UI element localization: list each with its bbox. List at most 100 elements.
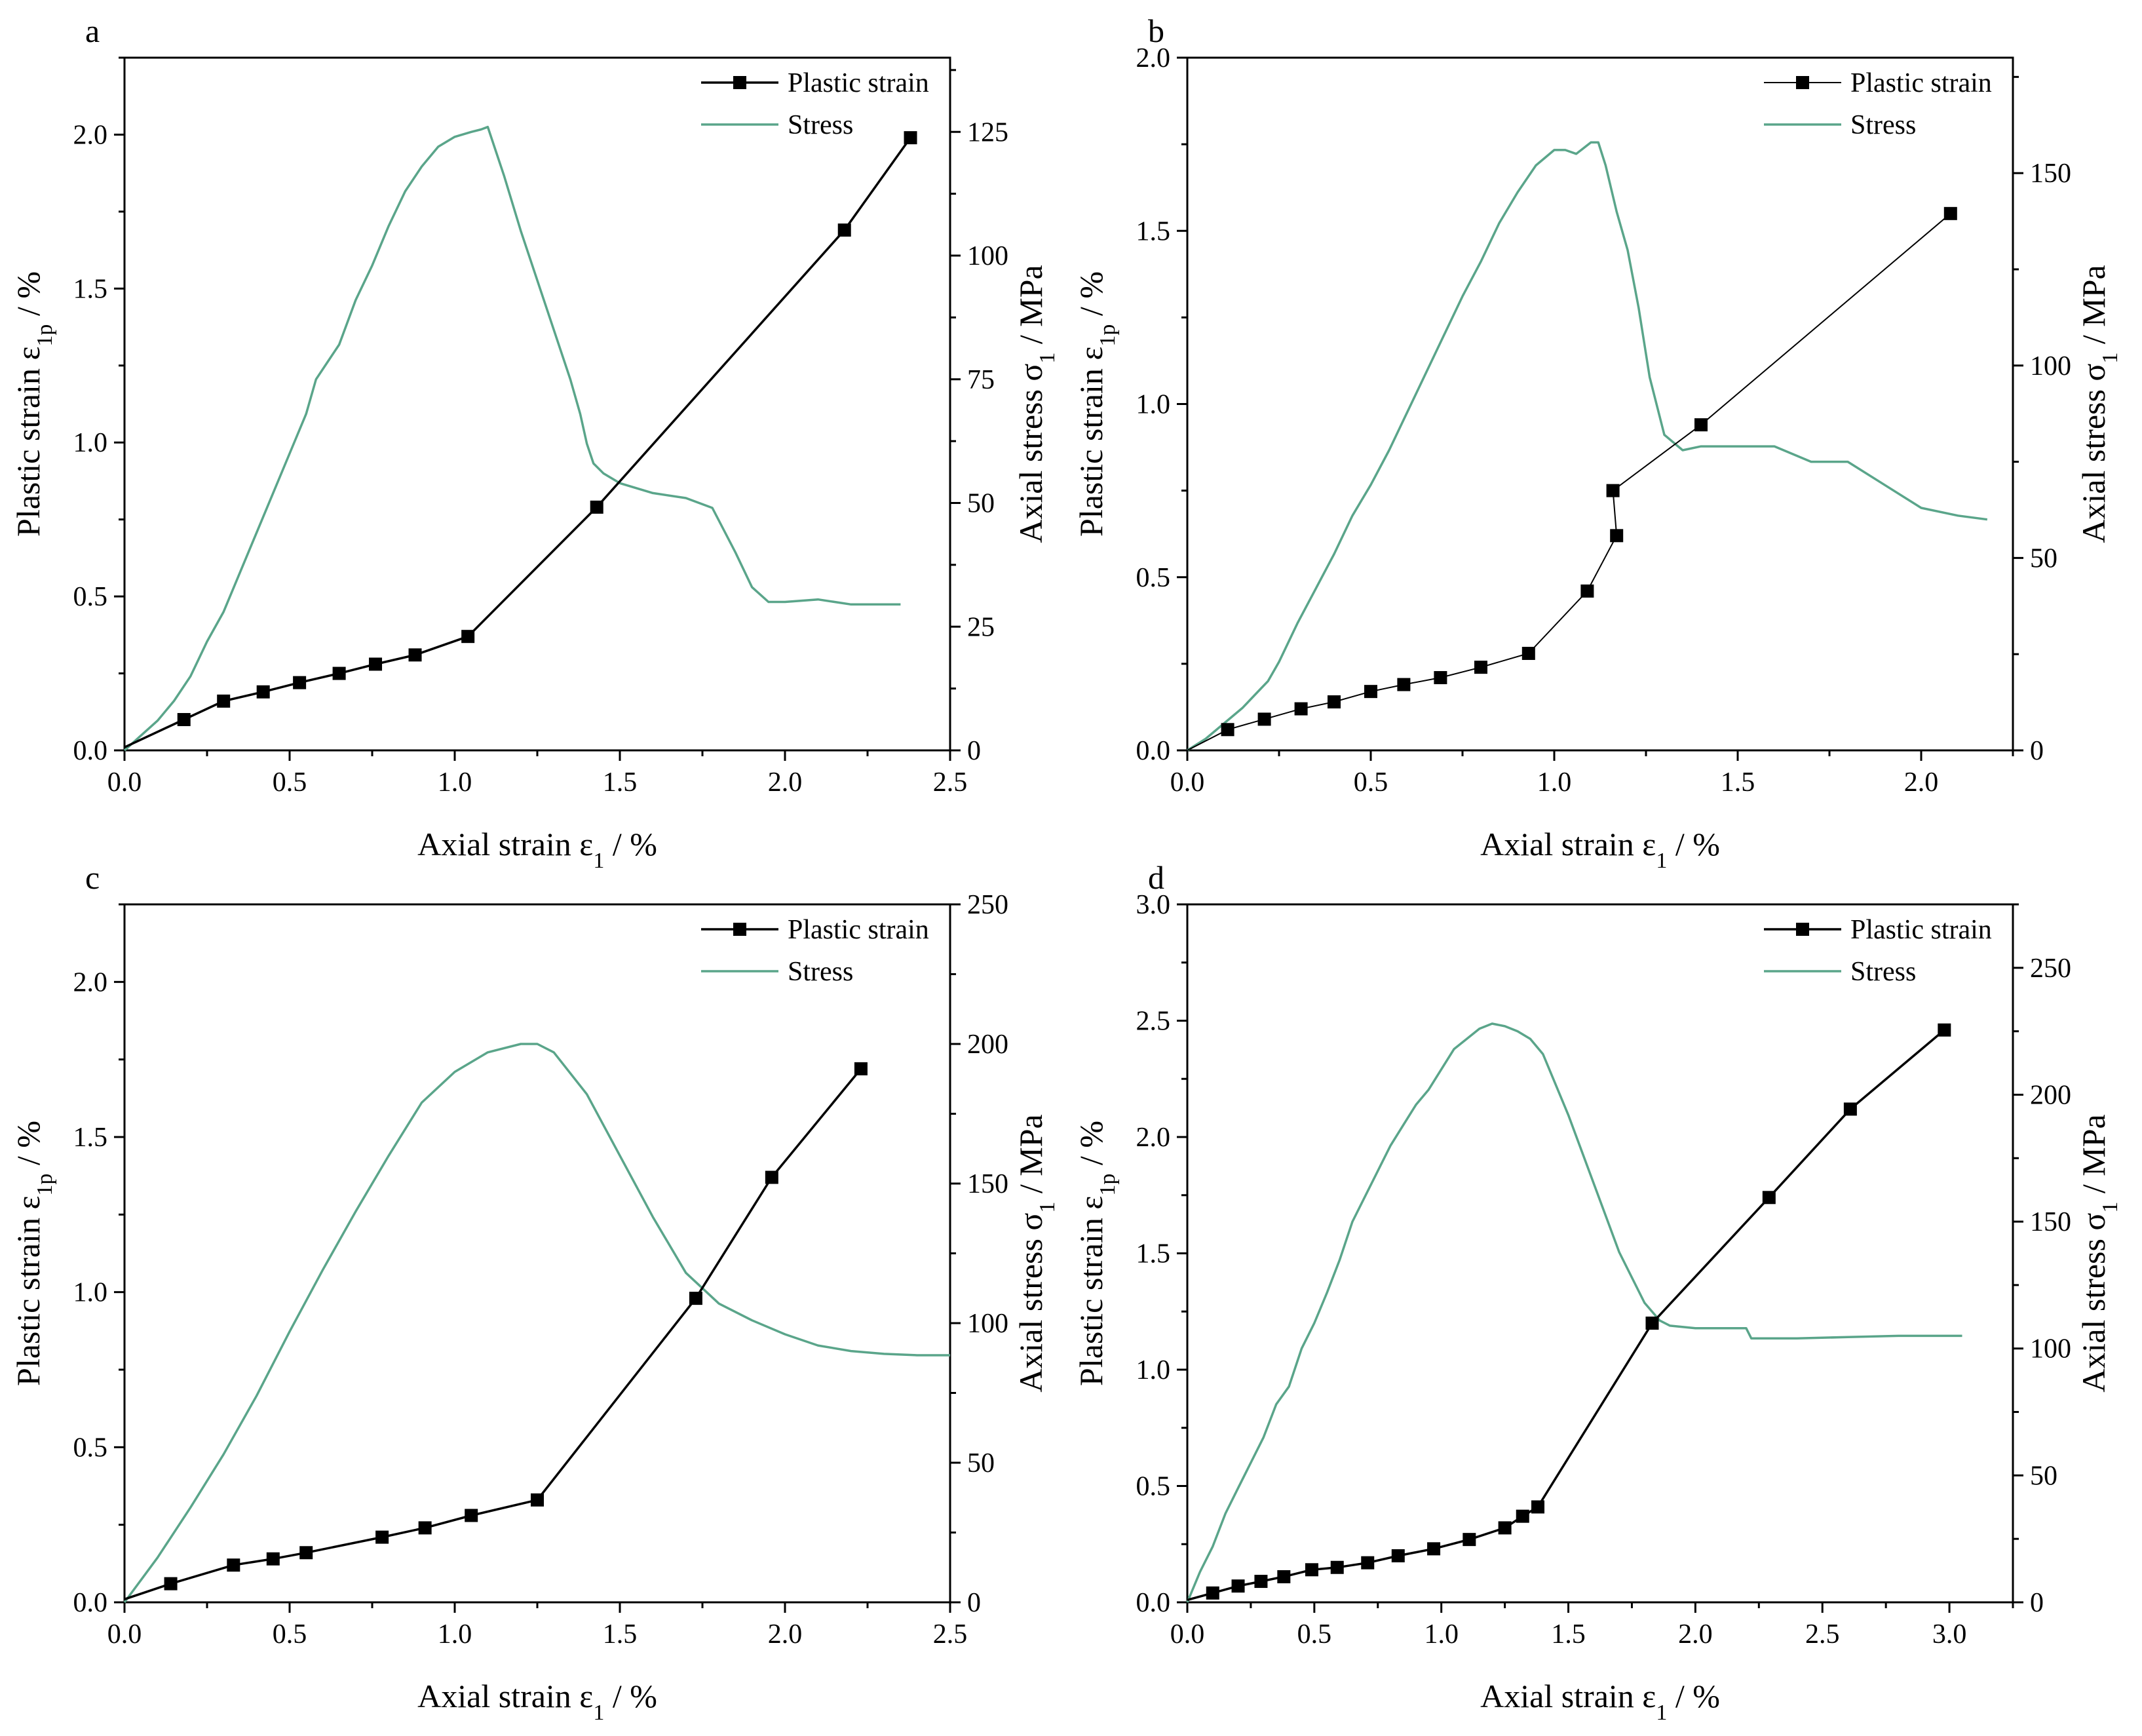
y-left-axis-title: Plastic strain ε1p / % <box>1073 1121 1120 1386</box>
y-left-tick-label: 0.5 <box>1136 563 1171 593</box>
plot-frame <box>1186 903 2014 1604</box>
y-right-axis-title: Axial stress σ1 / MPa <box>1012 265 1060 543</box>
x-tick-label: 1.0 <box>438 1619 472 1649</box>
y-left-tick-label: 0.5 <box>73 582 108 612</box>
y-right-tick-label: 250 <box>967 890 1008 920</box>
x-tick-label: 1.5 <box>603 767 638 798</box>
plastic-strain-point <box>854 1062 868 1075</box>
plastic-strain-point <box>590 500 603 514</box>
x-axis-title-main: Axial strain ε <box>1480 1678 1656 1714</box>
plastic-strain-point <box>1531 1500 1545 1514</box>
y-left-tick-label: 1.0 <box>1136 1355 1171 1385</box>
plastic-strain-point <box>1257 712 1271 726</box>
plastic-strain-point <box>177 713 191 727</box>
plastic-strain-point <box>164 1577 178 1591</box>
chart-panel-b: 0.0 0.5 1.0 1.5 2.0 0.0 0.5 1.0 1.5 2.0 0 50 100 150 A… <box>1073 12 2122 873</box>
x-tick-label: 0.5 <box>1354 767 1388 798</box>
legend-plastic-marker <box>733 76 746 89</box>
plastic-strain-point <box>299 1546 313 1560</box>
plastic-strain-point <box>904 131 917 145</box>
y-right-tick-label: 200 <box>967 1030 1008 1060</box>
y-left-tick-label: 1.5 <box>73 1123 108 1153</box>
y-right-axis-title-sub: 1 <box>2098 1202 2122 1213</box>
y-right-tick-label: 150 <box>2030 1207 2071 1237</box>
plastic-strain-point <box>765 1170 778 1184</box>
plastic-strain-point <box>465 1509 478 1522</box>
plastic-strain-point <box>1328 695 1341 709</box>
plastic-strain-point <box>1427 1542 1441 1556</box>
y-right-axis-title-main: Axial stress σ <box>2075 364 2112 543</box>
plastic-strain-point <box>1606 484 1620 497</box>
x-tick-label: 2.5 <box>933 1619 968 1649</box>
y-right-tick-label: 50 <box>2030 1461 2057 1491</box>
x-tick-label: 0.5 <box>273 767 307 798</box>
x-tick-label: 1.5 <box>1551 1619 1586 1649</box>
y-left-tick-label: 1.0 <box>73 428 108 458</box>
x-tick-label: 1.0 <box>438 767 472 798</box>
y-left-axis-title-sub: 1p <box>33 1174 57 1196</box>
plastic-strain-point <box>1330 1560 1344 1574</box>
y-left-tick-label: 1.5 <box>1136 216 1171 246</box>
plastic-strain-series-line <box>1187 213 1951 751</box>
y-right-axis-title-sub: 1 <box>2098 353 2122 364</box>
y-right-axis-title: Axial stress σ1 / MPa <box>1012 1114 1060 1393</box>
x-tick-label: 0.0 <box>1170 1619 1205 1649</box>
y-right-tick-label: 0 <box>967 736 981 766</box>
plastic-strain-point <box>1843 1102 1857 1116</box>
panel-letter: d <box>1148 859 1164 896</box>
panel-letter: c <box>85 859 100 896</box>
legend-stress-label: Stress <box>1850 110 1916 140</box>
y-right-axis-title: Axial stress σ1 / MPa <box>2075 1114 2122 1393</box>
plastic-strain-point <box>1231 1579 1245 1593</box>
plastic-strain-point <box>1521 647 1535 661</box>
plastic-strain-point <box>1645 1317 1659 1330</box>
legend-stress-label: Stress <box>1850 957 1916 987</box>
x-tick-label: 3.0 <box>1932 1619 1967 1649</box>
x-axis-title: Axial strain ε1 / % <box>1480 826 1720 873</box>
y-left-axis-title: Plastic strain ε1p / % <box>10 1121 57 1386</box>
chart-panel-a: 0.0 0.5 1.0 1.5 2.0 2.5 0.0 0.5 1.0 1.5 2.0 0 25 50 75… <box>10 12 1060 873</box>
y-right-tick-label: 125 <box>967 117 1008 147</box>
x-tick-label: 0.0 <box>107 1619 142 1649</box>
stress-series-line <box>1186 1022 1962 1603</box>
y-right-axis-title-tail: / MPa <box>2075 265 2112 352</box>
plastic-strain-point <box>1498 1521 1512 1535</box>
x-axis-title-sub: 1 <box>593 849 604 873</box>
plastic-strain-point <box>1694 418 1708 432</box>
plastic-strain-point <box>293 676 307 689</box>
y-right-axis-title-main: Axial stress σ <box>2075 1213 2112 1393</box>
y-left-axis-title-tail: / % <box>1073 1121 1109 1174</box>
plastic-strain-point <box>1221 723 1234 737</box>
y-left-tick-label: 0.0 <box>73 736 108 766</box>
y-right-tick-label: 100 <box>967 241 1008 271</box>
y-right-axis-title-tail: / MPa <box>2075 1114 2112 1201</box>
plastic-strain-point <box>837 223 851 237</box>
plastic-strain-point <box>1206 1586 1219 1600</box>
y-left-tick-label: 1.0 <box>73 1278 108 1308</box>
legend-plastic-label: Plastic strain <box>788 915 929 945</box>
x-tick-label: 0.0 <box>107 767 142 798</box>
legend-plastic-label: Plastic strain <box>788 68 929 98</box>
y-right-tick-label: 50 <box>967 489 995 519</box>
y-right-tick-label: 100 <box>2030 351 2071 381</box>
x-tick-label: 2.0 <box>1678 1619 1713 1649</box>
x-tick-label: 2.0 <box>768 1619 803 1649</box>
y-right-tick-label: 150 <box>2030 159 2071 189</box>
plastic-strain-point <box>1434 671 1447 685</box>
x-tick-label: 1.0 <box>1424 1619 1459 1649</box>
y-left-axis-title-main: Plastic strain ε <box>1073 347 1109 537</box>
y-left-tick-label: 1.5 <box>73 274 108 304</box>
x-axis-title-sub: 1 <box>1656 1701 1667 1725</box>
y-left-tick-label: 2.0 <box>73 120 108 150</box>
plastic-strain-point <box>1474 661 1487 674</box>
x-tick-label: 1.0 <box>1537 767 1572 798</box>
plastic-strain-point <box>1610 529 1624 543</box>
y-right-tick-label: 250 <box>2030 954 2071 984</box>
x-axis-title: Axial strain ε1 / % <box>417 826 657 873</box>
panel-letter: a <box>85 12 100 49</box>
plastic-strain-point <box>1277 1570 1291 1583</box>
legend-stress-label: Stress <box>788 957 853 987</box>
plastic-strain-point <box>1294 702 1308 716</box>
plastic-strain-point <box>1391 1549 1405 1562</box>
